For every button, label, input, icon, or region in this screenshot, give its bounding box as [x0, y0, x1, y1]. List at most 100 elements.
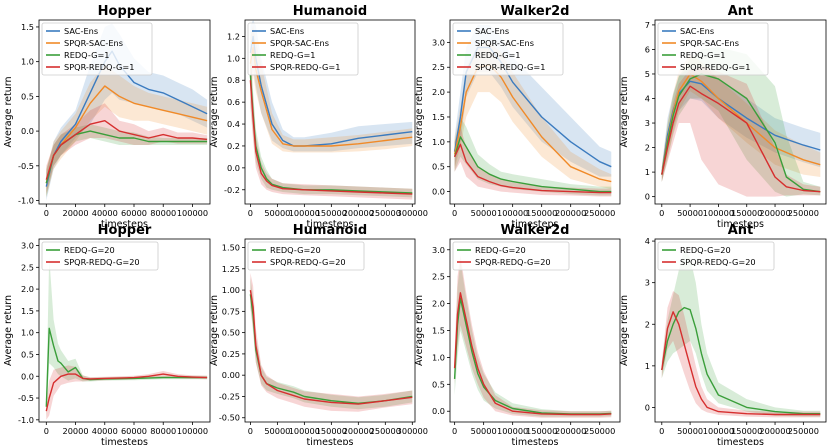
y-tick-label: 1.25 [222, 264, 240, 274]
legend-label: REDQ-G=20 [475, 245, 526, 255]
x-tick-label: 50000 [471, 426, 497, 436]
legend-label: REDQ-G=20 [680, 245, 731, 255]
legend-label: REDQ-G=20 [64, 245, 115, 255]
y-tick-label: 0.50 [222, 328, 240, 338]
x-tick-label: 200000 [759, 208, 790, 218]
y-tick-label: 3.0 [432, 245, 445, 255]
x-tick-label: 50000 [264, 426, 290, 436]
plot-area [45, 256, 208, 420]
legend: REDQ-G=20 SPQR-REDQ-G=20 [452, 241, 570, 271]
axes-frame [244, 19, 416, 205]
chart-title: Humanoid [293, 4, 367, 19]
x-tick-label: 200000 [343, 426, 374, 436]
x-tick-label: 0 [659, 426, 664, 436]
chart-panel-2: Humanoid 0 5000010000015000020000025000030… [209, 4, 428, 230]
y-tick-label: 0.0 [432, 406, 445, 416]
chart-title: Ant [728, 223, 754, 238]
band-spqr-redq-g-1 [46, 103, 208, 194]
legend-label: SPQR-REDQ-G=1 [680, 62, 750, 72]
series-line-redq-g-20 [249, 294, 413, 404]
y-tick-label: 0.2 [227, 141, 240, 151]
y-axis-label: Average return [619, 76, 630, 147]
y-tick-label: 0.4 [227, 119, 240, 129]
series-line-redq-g-1 [661, 73, 821, 193]
y-tick-label: 1 [645, 361, 650, 371]
band-spqr-redq-g-20 [661, 291, 821, 418]
x-tick-label: 100000 [703, 208, 734, 218]
x-tick-label: 0 [452, 208, 457, 218]
x-tick-label: 40000 [92, 208, 118, 218]
x-tick-label: 150000 [316, 208, 347, 218]
legend-label: SPQR-REDQ-G=20 [270, 257, 346, 267]
x-tick-label: 60000 [121, 208, 147, 218]
x-tick-label: 150000 [526, 208, 557, 218]
chart-panel-1: Hopper 0 20000 40000 60000 80000 100000 -1.0 -0.… [3, 4, 211, 230]
legend: SAC-Ens SPQR-SAC-Ens REDQ-G=1 SPQR-REDQ-G=1 [452, 22, 564, 76]
y-axis-label: Average return [3, 76, 14, 147]
plot-area [661, 47, 821, 197]
x-tick-label: 20000 [63, 426, 89, 436]
x-tick-label: 100000 [177, 208, 208, 218]
band-redq-g-20 [250, 277, 413, 410]
x-tick-label: 0 [44, 208, 49, 218]
x-tick-label: 40000 [92, 426, 118, 436]
legend-label: SPQR-REDQ-G=20 [475, 257, 551, 267]
y-tick-label: -1.0 [18, 196, 34, 206]
legend: REDQ-G=20 SPQR-REDQ-G=20 [657, 241, 775, 271]
y-tick-label: 0.0 [21, 371, 34, 381]
axes-frame [38, 19, 211, 205]
x-axis-label: timesteps [307, 219, 354, 230]
x-tick-label: 0 [44, 426, 49, 436]
x-tick-label: 250000 [584, 426, 615, 436]
y-tick-label: 0.75 [222, 306, 240, 316]
series-line-spqr-redq-g-1 [249, 80, 413, 195]
legend-label: REDQ-G=20 [270, 245, 321, 255]
y-tick-label: 1.50 [222, 243, 240, 253]
y-tick-label: 1.5 [21, 22, 34, 32]
series-line-spqr-redq-g-20 [45, 373, 208, 412]
y-tick-label: -1.0 [18, 415, 34, 425]
x-tick-label: 300000 [397, 208, 428, 218]
y-tick-label: 1.2 [227, 31, 240, 41]
series-line-redq-g-20 [45, 327, 208, 407]
y-tick-label: 0.00 [222, 370, 240, 380]
y-tick-label: 0.5 [432, 379, 445, 389]
legend: SAC-Ens SPQR-SAC-Ens REDQ-G=1 SPQR-REDQ-G=1 [657, 22, 769, 76]
x-tick-label: 150000 [731, 208, 762, 218]
y-tick-label: 0.5 [432, 162, 445, 172]
y-tick-label: 0.0 [21, 126, 34, 136]
band-redq-g-20 [46, 256, 208, 418]
x-tick-label: 100000 [289, 208, 320, 218]
x-axis-label: timesteps [717, 219, 764, 230]
y-tick-label: 1.00 [222, 285, 240, 295]
series-line-spqr-redq-g-20 [661, 311, 821, 416]
y-tick-label: 0.0 [227, 163, 240, 173]
legend-label: SPQR-REDQ-G=20 [680, 257, 756, 267]
band-redq-g-1 [46, 124, 208, 198]
x-axis-label: timesteps [512, 437, 559, 445]
chart-title: Walker2d [501, 4, 570, 19]
x-tick-label: 0 [659, 208, 664, 218]
x-tick-label: 150000 [316, 426, 347, 436]
x-tick-label: 100000 [177, 426, 208, 436]
legend-label: SPQR-SAC-Ens [680, 38, 739, 48]
x-tick-label: 50000 [471, 208, 497, 218]
legend-box [247, 22, 359, 76]
legend-label: SPQR-REDQ-G=20 [64, 257, 140, 267]
legend-label: SPQR-SAC-Ens [475, 38, 534, 48]
y-tick-label: 7 [645, 20, 650, 30]
legend-label: SPQR-REDQ-G=1 [64, 62, 134, 72]
legend-box [247, 241, 365, 271]
x-tick-label: 100000 [289, 426, 320, 436]
x-tick-label: 80000 [150, 426, 176, 436]
x-axis-label: timesteps [101, 219, 148, 230]
chart-title: Hopper [98, 4, 152, 19]
legend: REDQ-G=20 SPQR-REDQ-G=20 [247, 241, 365, 271]
x-tick-label: 200000 [555, 426, 586, 436]
y-tick-label: 1.0 [432, 137, 445, 147]
band-spqr-redq-g-1 [661, 66, 821, 197]
legend-label: SAC-Ens [475, 26, 509, 36]
